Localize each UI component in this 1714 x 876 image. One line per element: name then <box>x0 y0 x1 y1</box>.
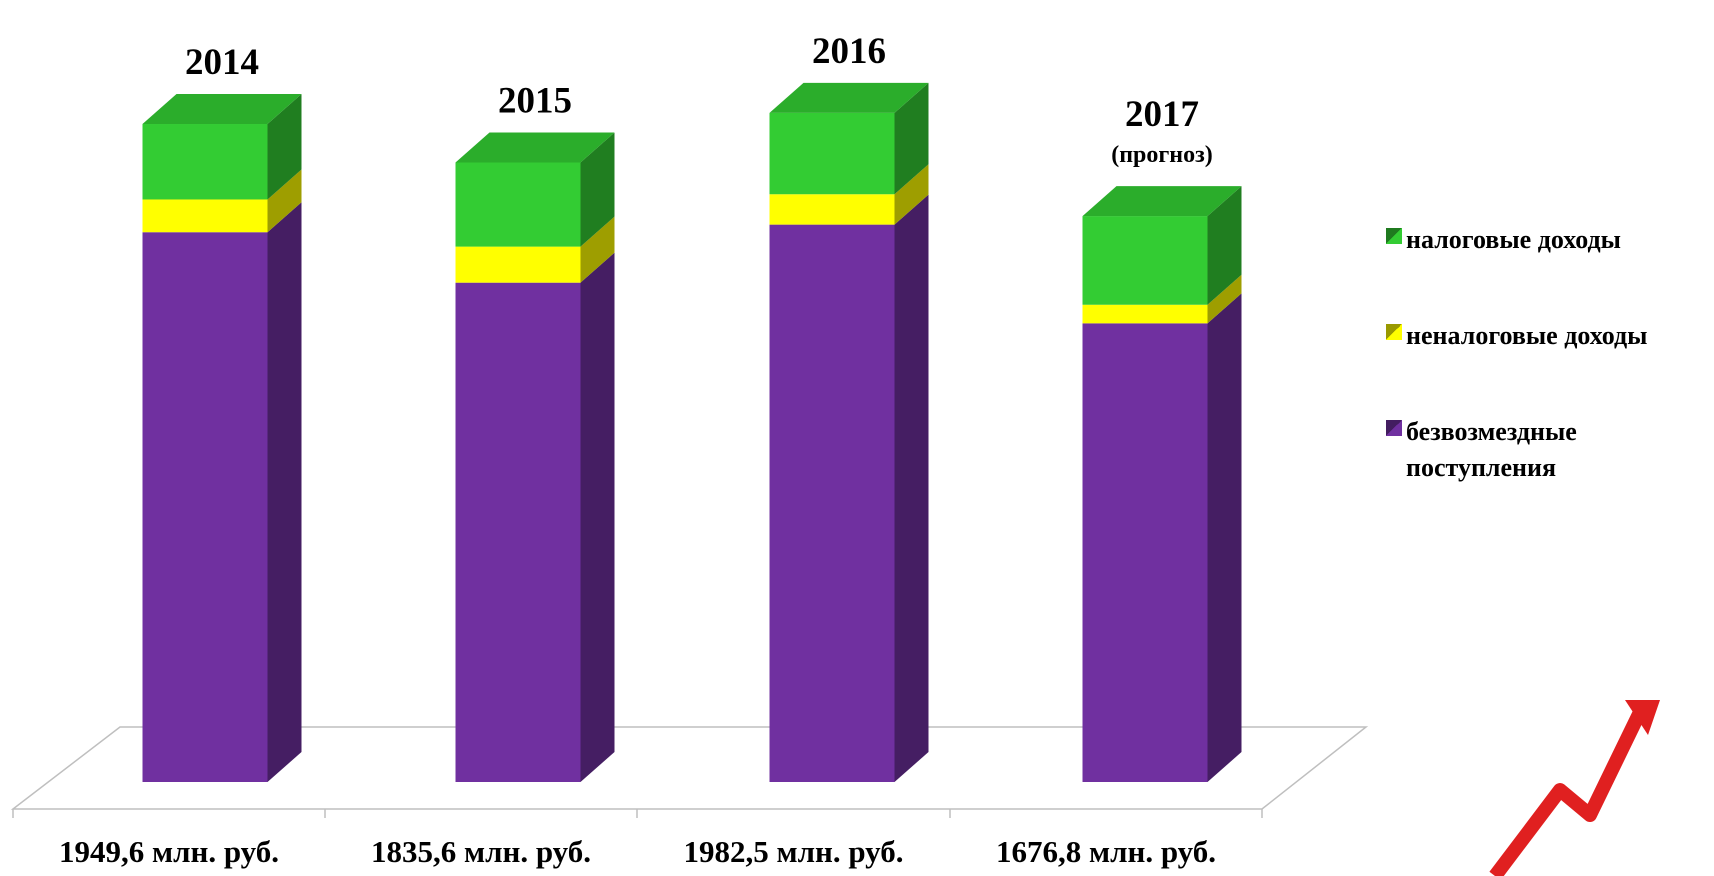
annotation: (прогноз) <box>1111 142 1213 168</box>
legend-label: безвозмездные поступления <box>1406 417 1577 482</box>
legend-item: налоговые доходы <box>1386 222 1706 258</box>
legend-item: неналоговые доходы <box>1386 318 1706 354</box>
legend-swatch <box>1386 324 1402 340</box>
bar-segment <box>769 112 895 195</box>
bar-side <box>580 252 615 782</box>
bar-segment <box>455 162 581 247</box>
bar-side <box>580 132 615 247</box>
bar-top <box>769 82 929 113</box>
bar-side <box>1207 274 1242 324</box>
bar-segment <box>769 194 895 225</box>
decor-arrow-head <box>1625 700 1660 735</box>
legend-swatch <box>1386 228 1402 244</box>
bar-segment <box>142 124 268 200</box>
total-label: 1835,6 млн. руб. <box>371 834 591 869</box>
bar-side <box>894 82 929 195</box>
floor <box>10 726 1369 810</box>
total-label: 1982,5 млн. руб. <box>683 834 903 869</box>
bar-segment <box>1082 304 1208 324</box>
bar-top <box>1082 186 1242 217</box>
legend-label: налоговые доходы <box>1406 225 1621 254</box>
legend-label: неналоговые доходы <box>1406 321 1648 350</box>
decor-arrow <box>1489 708 1647 876</box>
legend: налоговые доходы неналоговые доходы безвоз… <box>1386 222 1706 486</box>
bar-segment <box>455 282 581 782</box>
year-label: 2015 <box>498 80 572 121</box>
bar-top <box>455 132 615 163</box>
bar-top <box>142 94 302 125</box>
bar-side <box>580 216 615 283</box>
bar-side <box>267 202 302 782</box>
bar-side <box>267 169 302 233</box>
total-label: 1676,8 млн. руб. <box>996 834 1216 869</box>
bar-segment <box>142 232 268 782</box>
bar-side <box>1207 186 1242 305</box>
bar-side <box>1207 293 1242 782</box>
bar-segment <box>1082 216 1208 305</box>
bar-segment <box>142 199 268 233</box>
legend-swatch <box>1386 420 1402 436</box>
total-label: 1949,6 млн. руб. <box>59 834 279 869</box>
bar-side <box>267 94 302 200</box>
bar-side <box>894 194 929 782</box>
bar-segment <box>455 246 581 283</box>
bar-side <box>894 164 929 225</box>
year-label: 2014 <box>185 42 259 83</box>
bar-segment <box>769 224 895 782</box>
legend-item: безвозмездные поступления <box>1386 414 1706 486</box>
year-label: 2017 <box>1125 94 1199 135</box>
bar-segment <box>1082 323 1208 782</box>
year-label: 2016 <box>812 31 886 72</box>
